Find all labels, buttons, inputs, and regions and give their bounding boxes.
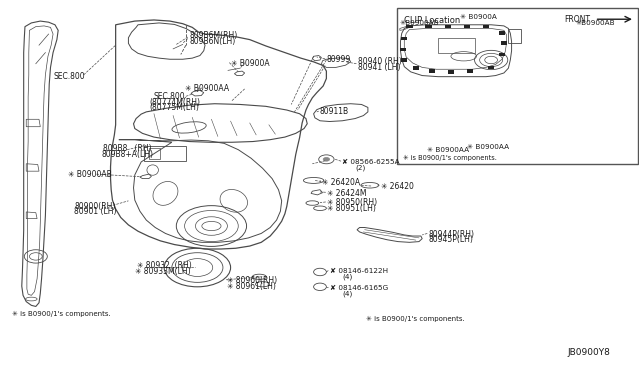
- Bar: [426, 25, 432, 29]
- Text: ✳ 80950(RH): ✳ 80950(RH): [327, 198, 377, 207]
- Text: ✳ 80933M(LH): ✳ 80933M(LH): [135, 267, 191, 276]
- Text: 80901 (LH): 80901 (LH): [74, 208, 116, 217]
- Bar: [448, 70, 454, 74]
- Text: 80999: 80999: [326, 55, 351, 64]
- Text: ✳B0900AB: ✳B0900AB: [575, 20, 615, 26]
- Text: 809B6M(RH): 809B6M(RH): [189, 31, 237, 41]
- Text: FRONT: FRONT: [564, 15, 590, 24]
- Text: ✳ is B0900/1's components.: ✳ is B0900/1's components.: [366, 316, 465, 323]
- Text: (80774M(RH): (80774M(RH): [150, 98, 200, 107]
- Bar: [406, 25, 413, 29]
- Text: ✘ 08566-6255A: ✘ 08566-6255A: [342, 159, 400, 165]
- Bar: [401, 37, 408, 40]
- Text: ✘ 08146-6165G: ✘ 08146-6165G: [330, 285, 388, 291]
- Bar: [464, 25, 470, 29]
- Bar: [499, 32, 505, 35]
- Text: SEC.800: SEC.800: [154, 92, 186, 101]
- Bar: [413, 66, 419, 70]
- Text: CLIP Location: CLIP Location: [404, 16, 461, 25]
- Text: (4): (4): [342, 273, 353, 280]
- Text: ✳ is B0900/1's components.: ✳ is B0900/1's components.: [403, 155, 497, 161]
- Bar: [467, 69, 473, 73]
- Circle shape: [323, 157, 330, 161]
- Bar: [483, 25, 489, 29]
- Text: ✳ 80932  (RH): ✳ 80932 (RH): [137, 261, 191, 270]
- Bar: [145, 146, 186, 161]
- Text: ✳ B0900A: ✳ B0900A: [230, 59, 269, 68]
- Text: ✘ 08146-6122H: ✘ 08146-6122H: [330, 268, 388, 274]
- Text: 809B8+A(LH): 809B8+A(LH): [102, 150, 154, 159]
- Bar: [429, 69, 435, 73]
- Text: ✳ is B0900/1's components.: ✳ is B0900/1's components.: [12, 311, 111, 317]
- Text: 80945P(LH): 80945P(LH): [429, 235, 474, 244]
- Text: ✳ 26420A: ✳ 26420A: [322, 178, 360, 187]
- Text: 80911B: 80911B: [320, 108, 349, 116]
- Text: ✳ B0900AA: ✳ B0900AA: [184, 84, 228, 93]
- Text: ✳ 26420: ✳ 26420: [381, 182, 413, 190]
- Text: 809B8   (RH): 809B8 (RH): [103, 144, 152, 153]
- Bar: [488, 65, 494, 69]
- Bar: [149, 148, 161, 158]
- Text: JB0900Y8: JB0900Y8: [568, 347, 611, 356]
- Text: ✳ B0900AA: ✳ B0900AA: [467, 144, 509, 150]
- Text: ✳ B0900AA: ✳ B0900AA: [427, 147, 468, 153]
- Bar: [445, 25, 451, 29]
- Bar: [400, 48, 406, 51]
- Text: ✳ B0900AB: ✳ B0900AB: [68, 170, 111, 179]
- Bar: [500, 41, 507, 45]
- Text: ✳ 26424M: ✳ 26424M: [327, 189, 367, 198]
- Bar: [438, 38, 475, 52]
- Text: ✳ 80951(LH): ✳ 80951(LH): [327, 204, 376, 213]
- Text: 80900(RH): 80900(RH): [74, 202, 115, 211]
- Text: ✳B0900AB: ✳B0900AB: [400, 20, 440, 26]
- Bar: [508, 29, 521, 43]
- Text: 80940 (RH): 80940 (RH): [358, 57, 402, 66]
- Text: 809B6N(LH): 809B6N(LH): [189, 37, 236, 46]
- Bar: [499, 52, 505, 56]
- Text: (80775M(LH): (80775M(LH): [150, 103, 200, 112]
- Text: (2): (2): [355, 164, 365, 171]
- Text: ✳ 80961(LH): ✳ 80961(LH): [227, 282, 276, 291]
- Text: 80944P(RH): 80944P(RH): [429, 230, 475, 239]
- Text: 80941 (LH): 80941 (LH): [358, 63, 401, 72]
- Bar: [397, 8, 638, 164]
- Text: (4): (4): [342, 290, 353, 297]
- Text: SEC.800: SEC.800: [53, 72, 84, 81]
- Text: ✳ 80960(RH): ✳ 80960(RH): [227, 276, 278, 285]
- Bar: [401, 58, 408, 62]
- Text: ✳ B0900A: ✳ B0900A: [461, 15, 497, 20]
